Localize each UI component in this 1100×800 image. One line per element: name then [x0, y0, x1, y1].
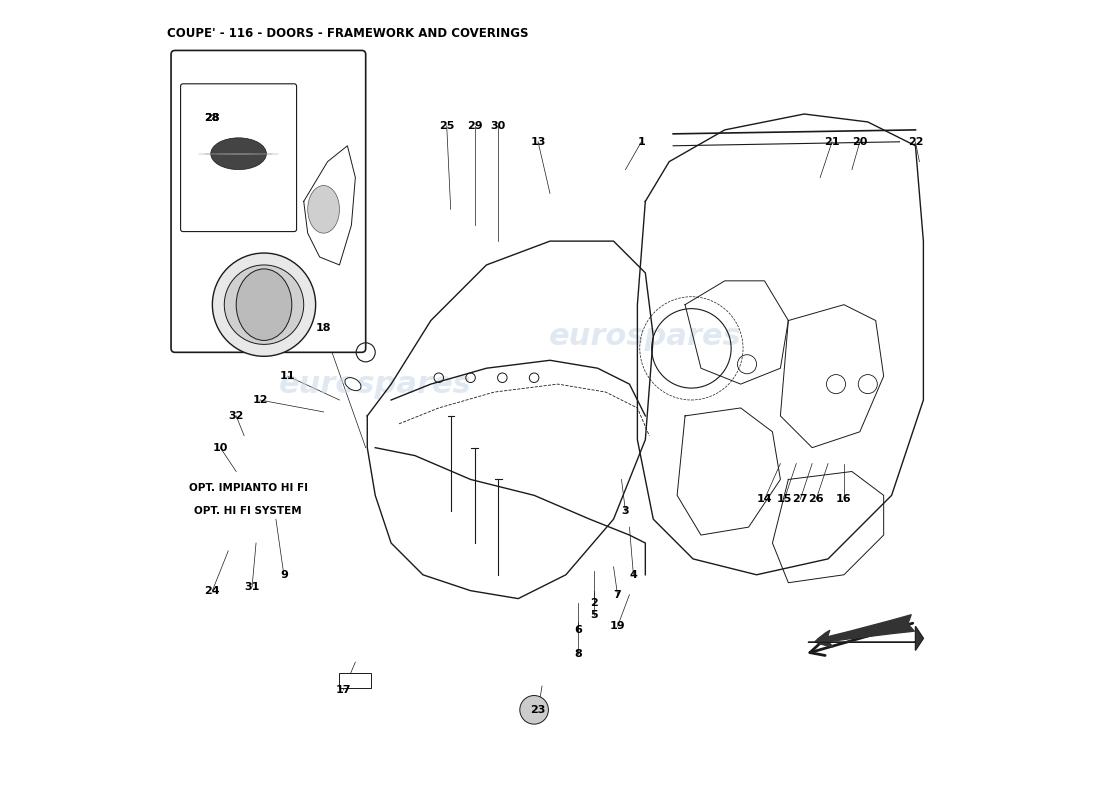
Text: OPT. HI FI SYSTEM: OPT. HI FI SYSTEM — [195, 506, 301, 516]
Text: 12: 12 — [252, 395, 267, 405]
Text: 31: 31 — [244, 582, 260, 592]
Text: 21: 21 — [824, 137, 839, 147]
Text: 19: 19 — [609, 622, 625, 631]
Ellipse shape — [308, 186, 340, 233]
Text: 14: 14 — [757, 494, 772, 504]
Text: 3: 3 — [621, 506, 629, 516]
Text: 11: 11 — [280, 371, 296, 381]
Text: 16: 16 — [836, 494, 851, 504]
Text: 18: 18 — [316, 323, 331, 334]
Text: 4: 4 — [629, 570, 637, 580]
Text: 5: 5 — [590, 610, 597, 619]
FancyBboxPatch shape — [172, 50, 365, 352]
Ellipse shape — [236, 269, 292, 341]
Circle shape — [212, 253, 316, 356]
Text: 8: 8 — [574, 650, 582, 659]
Text: COUPE' - 116 - DOORS - FRAMEWORK AND COVERINGS: COUPE' - 116 - DOORS - FRAMEWORK AND COV… — [167, 26, 529, 40]
Text: eurospares: eurospares — [278, 370, 472, 398]
Text: 32: 32 — [229, 411, 244, 421]
Text: 25: 25 — [439, 121, 454, 131]
Text: 27: 27 — [792, 494, 808, 504]
Text: eurospares: eurospares — [549, 322, 741, 351]
Text: 20: 20 — [852, 137, 868, 147]
Polygon shape — [808, 626, 923, 650]
Text: 30: 30 — [491, 121, 506, 131]
Text: OPT. IMPIANTO HI FI: OPT. IMPIANTO HI FI — [188, 483, 308, 494]
Text: 1: 1 — [638, 137, 646, 147]
Text: 22: 22 — [908, 137, 923, 147]
Ellipse shape — [345, 378, 361, 390]
Text: 29: 29 — [466, 121, 482, 131]
Text: 28: 28 — [205, 113, 220, 123]
Text: 9: 9 — [279, 570, 288, 580]
Bar — [340, 674, 372, 687]
Text: 10: 10 — [212, 442, 228, 453]
Ellipse shape — [211, 138, 266, 170]
Text: 26: 26 — [808, 494, 824, 504]
Text: 7: 7 — [614, 590, 622, 600]
Text: 24: 24 — [205, 586, 220, 596]
Circle shape — [520, 695, 549, 724]
Text: 17: 17 — [336, 685, 351, 695]
Text: 2: 2 — [590, 598, 597, 607]
Text: 6: 6 — [574, 626, 582, 635]
FancyBboxPatch shape — [180, 84, 297, 231]
Text: 23: 23 — [530, 705, 546, 715]
Circle shape — [224, 265, 304, 344]
Text: 28: 28 — [205, 113, 220, 123]
Text: 13: 13 — [530, 137, 546, 147]
Text: 15: 15 — [777, 494, 792, 504]
